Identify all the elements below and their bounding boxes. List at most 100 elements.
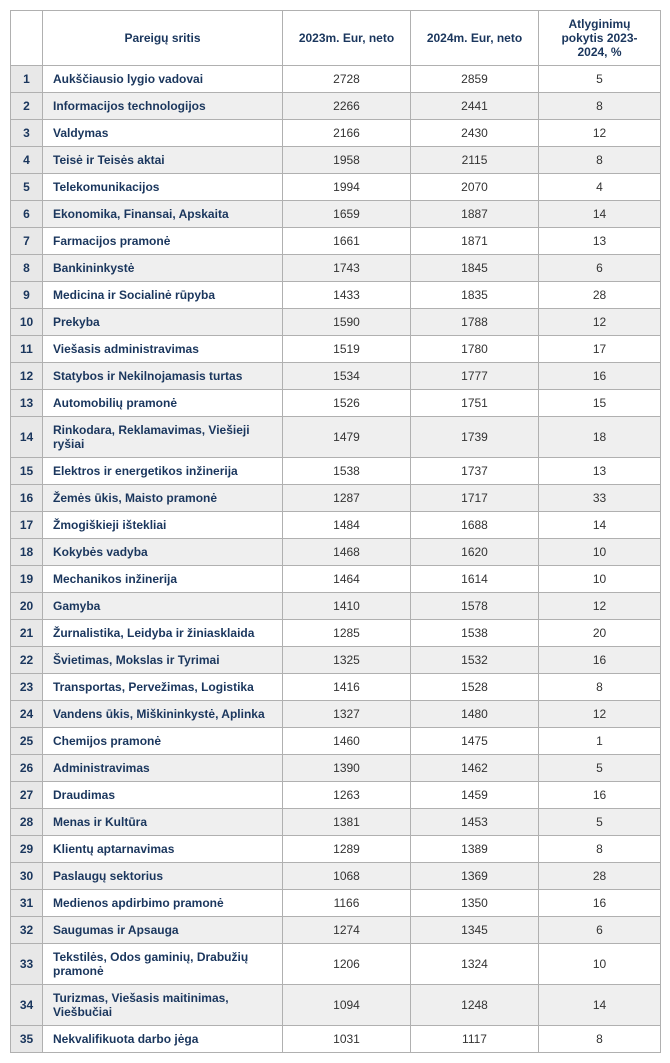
row-2023-value: 1094	[283, 985, 411, 1026]
row-index: 11	[11, 336, 43, 363]
row-index: 31	[11, 890, 43, 917]
row-2023-value: 1538	[283, 458, 411, 485]
row-index: 12	[11, 363, 43, 390]
row-field-name: Švietimas, Mokslas ir Tyrimai	[43, 647, 283, 674]
row-2023-value: 1068	[283, 863, 411, 890]
row-2024-value: 1538	[411, 620, 539, 647]
row-2024-value: 2115	[411, 147, 539, 174]
row-change-pct: 6	[539, 255, 661, 282]
row-index: 5	[11, 174, 43, 201]
row-2024-value: 1345	[411, 917, 539, 944]
row-2023-value: 1460	[283, 728, 411, 755]
row-index: 30	[11, 863, 43, 890]
row-field-name: Teisė ir Teisės aktai	[43, 147, 283, 174]
row-index: 29	[11, 836, 43, 863]
table-row: 27Draudimas1263145916	[11, 782, 661, 809]
row-2023-value: 1289	[283, 836, 411, 863]
table-row: 18Kokybės vadyba1468162010	[11, 539, 661, 566]
row-field-name: Menas ir Kultūra	[43, 809, 283, 836]
row-2023-value: 2266	[283, 93, 411, 120]
row-field-name: Aukščiausio lygio vadovai	[43, 66, 283, 93]
row-index: 19	[11, 566, 43, 593]
row-field-name: Medienos apdirbimo pramonė	[43, 890, 283, 917]
row-field-name: Prekyba	[43, 309, 283, 336]
row-field-name: Saugumas ir Apsauga	[43, 917, 283, 944]
row-field-name: Administravimas	[43, 755, 283, 782]
row-field-name: Žurnalistika, Leidyba ir žiniasklaida	[43, 620, 283, 647]
row-2023-value: 1661	[283, 228, 411, 255]
row-change-pct: 20	[539, 620, 661, 647]
header-2023: 2023m. Eur, neto	[283, 11, 411, 66]
row-change-pct: 5	[539, 809, 661, 836]
row-index: 28	[11, 809, 43, 836]
row-field-name: Medicina ir Socialinė rūpyba	[43, 282, 283, 309]
row-change-pct: 12	[539, 701, 661, 728]
row-2024-value: 1480	[411, 701, 539, 728]
row-change-pct: 12	[539, 309, 661, 336]
row-field-name: Klientų aptarnavimas	[43, 836, 283, 863]
row-index: 35	[11, 1026, 43, 1053]
row-change-pct: 14	[539, 985, 661, 1026]
table-row: 25Chemijos pramonė146014751	[11, 728, 661, 755]
row-2024-value: 1688	[411, 512, 539, 539]
table-row: 6Ekonomika, Finansai, Apskaita1659188714	[11, 201, 661, 228]
row-field-name: Žmogiškieji ištekliai	[43, 512, 283, 539]
row-index: 14	[11, 417, 43, 458]
row-2023-value: 2166	[283, 120, 411, 147]
row-2023-value: 1410	[283, 593, 411, 620]
salary-table: Pareigų sritis 2023m. Eur, neto 2024m. E…	[10, 10, 661, 1053]
row-change-pct: 8	[539, 1026, 661, 1053]
row-change-pct: 8	[539, 674, 661, 701]
row-field-name: Rinkodara, Reklamavimas, Viešieji ryšiai	[43, 417, 283, 458]
row-field-name: Farmacijos pramonė	[43, 228, 283, 255]
row-index: 25	[11, 728, 43, 755]
row-change-pct: 8	[539, 147, 661, 174]
row-change-pct: 1	[539, 728, 661, 755]
row-change-pct: 13	[539, 228, 661, 255]
row-index: 24	[11, 701, 43, 728]
row-index: 7	[11, 228, 43, 255]
row-2023-value: 2728	[283, 66, 411, 93]
table-row: 23Transportas, Pervežimas, Logistika1416…	[11, 674, 661, 701]
row-index: 3	[11, 120, 43, 147]
table-row: 29Klientų aptarnavimas128913898	[11, 836, 661, 863]
row-change-pct: 16	[539, 782, 661, 809]
row-change-pct: 6	[539, 917, 661, 944]
row-2023-value: 1484	[283, 512, 411, 539]
row-change-pct: 16	[539, 890, 661, 917]
row-2023-value: 1743	[283, 255, 411, 282]
row-index: 13	[11, 390, 43, 417]
row-2023-value: 1206	[283, 944, 411, 985]
row-change-pct: 8	[539, 836, 661, 863]
row-change-pct: 5	[539, 66, 661, 93]
row-2024-value: 1369	[411, 863, 539, 890]
row-2023-value: 1526	[283, 390, 411, 417]
table-row: 7Farmacijos pramonė1661187113	[11, 228, 661, 255]
table-row: 2Informacijos technologijos226624418	[11, 93, 661, 120]
row-index: 32	[11, 917, 43, 944]
row-2024-value: 2859	[411, 66, 539, 93]
row-field-name: Nekvalifikuota darbo jėga	[43, 1026, 283, 1053]
row-change-pct: 18	[539, 417, 661, 458]
row-index: 23	[11, 674, 43, 701]
row-2024-value: 2070	[411, 174, 539, 201]
row-index: 20	[11, 593, 43, 620]
row-2023-value: 1031	[283, 1026, 411, 1053]
table-header: Pareigų sritis 2023m. Eur, neto 2024m. E…	[11, 11, 661, 66]
table-row: 4Teisė ir Teisės aktai195821158	[11, 147, 661, 174]
row-2024-value: 1532	[411, 647, 539, 674]
row-field-name: Automobilių pramonė	[43, 390, 283, 417]
table-row: 14Rinkodara, Reklamavimas, Viešieji ryši…	[11, 417, 661, 458]
table-row: 26Administravimas139014625	[11, 755, 661, 782]
row-2023-value: 1285	[283, 620, 411, 647]
row-index: 10	[11, 309, 43, 336]
header-index	[11, 11, 43, 66]
table-row: 24Vandens ūkis, Miškininkystė, Aplinka13…	[11, 701, 661, 728]
table-body: 1Aukščiausio lygio vadovai2728285952Info…	[11, 66, 661, 1053]
row-index: 15	[11, 458, 43, 485]
row-2024-value: 1835	[411, 282, 539, 309]
row-2023-value: 1534	[283, 363, 411, 390]
table-row: 11Viešasis administravimas1519178017	[11, 336, 661, 363]
row-2023-value: 1274	[283, 917, 411, 944]
row-field-name: Ekonomika, Finansai, Apskaita	[43, 201, 283, 228]
